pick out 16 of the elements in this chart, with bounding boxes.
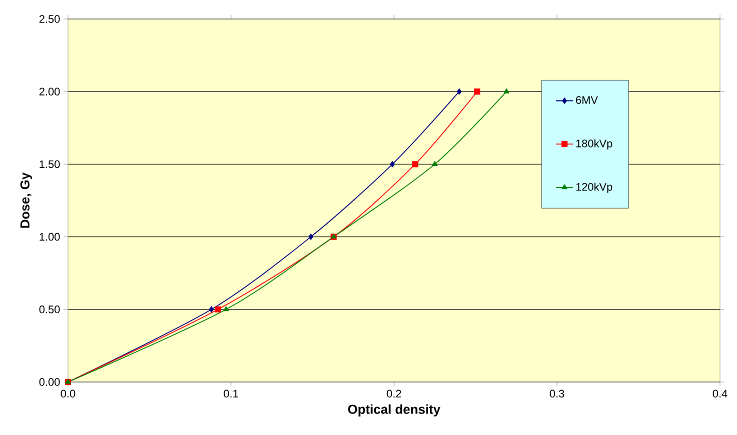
x-tick-label: 0.0 bbox=[60, 390, 76, 398]
x-tick-label: 0.3 bbox=[550, 390, 564, 398]
y-tick-label: 0.50 bbox=[39, 306, 60, 314]
x-tick-label: 0.4 bbox=[712, 390, 728, 398]
legend-label: 120kVp bbox=[576, 182, 612, 193]
y-tick-label: 1.00 bbox=[40, 232, 60, 241]
x-axis-title: Optical density bbox=[348, 404, 440, 416]
x-tick-label: 0.2 bbox=[386, 390, 402, 398]
y-tick-label: 1.50 bbox=[40, 160, 60, 168]
y-tick-label: 2.00 bbox=[39, 88, 60, 96]
legend-label: 6MV bbox=[576, 96, 598, 104]
y-tick-label: 2.50 bbox=[39, 15, 60, 23]
x-tick-label: 0.1 bbox=[224, 390, 238, 398]
legend-label: 180kVp bbox=[576, 139, 612, 150]
y-axis-title: Dose, Gy bbox=[20, 172, 32, 228]
y-tick-label: 0.00 bbox=[39, 378, 60, 386]
